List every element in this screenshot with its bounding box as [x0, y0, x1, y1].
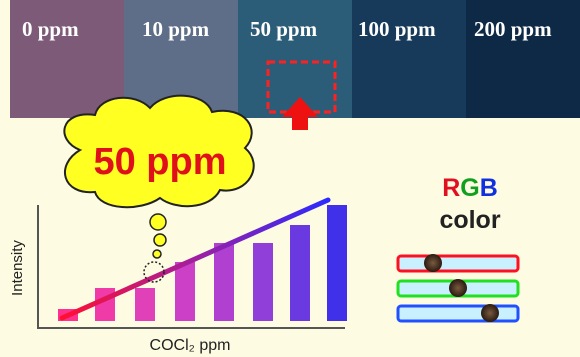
bar — [214, 243, 234, 321]
bubble-text: 50 ppm — [93, 141, 226, 183]
cloud-dot — [153, 250, 161, 258]
panel-label: 50 ppm — [250, 17, 318, 41]
r-letter: R — [442, 174, 460, 202]
bar — [135, 288, 155, 321]
panel-label: 100 ppm — [358, 17, 436, 41]
color-word: color — [439, 206, 500, 234]
g-letter: G — [460, 174, 479, 202]
cloud-dot — [154, 234, 166, 246]
x-axis-label: COCl₂ ppm — [150, 337, 231, 354]
cloud-dot — [150, 214, 166, 230]
slider-knob — [449, 279, 467, 297]
slider-blue — [398, 306, 518, 321]
b-letter: B — [480, 174, 498, 202]
photo-strip: 0 ppm 10 ppm 50 ppm 100 ppm 200 ppm — [10, 0, 580, 130]
bar — [253, 243, 273, 321]
y-axis-label: Intensity — [9, 240, 26, 296]
slider-knob — [424, 254, 442, 272]
bar — [290, 225, 310, 321]
bar — [175, 262, 195, 321]
panel-label: 10 ppm — [142, 17, 210, 41]
panel-label: 0 ppm — [22, 17, 79, 41]
slider-knob — [481, 304, 499, 322]
slider-red — [398, 256, 518, 271]
figure: 0 ppm 10 ppm 50 ppm 100 ppm 200 ppm Inte… — [0, 0, 580, 357]
bar — [327, 205, 347, 321]
panel-label: 200 ppm — [474, 17, 552, 41]
rgb-title: RGB — [442, 174, 498, 202]
